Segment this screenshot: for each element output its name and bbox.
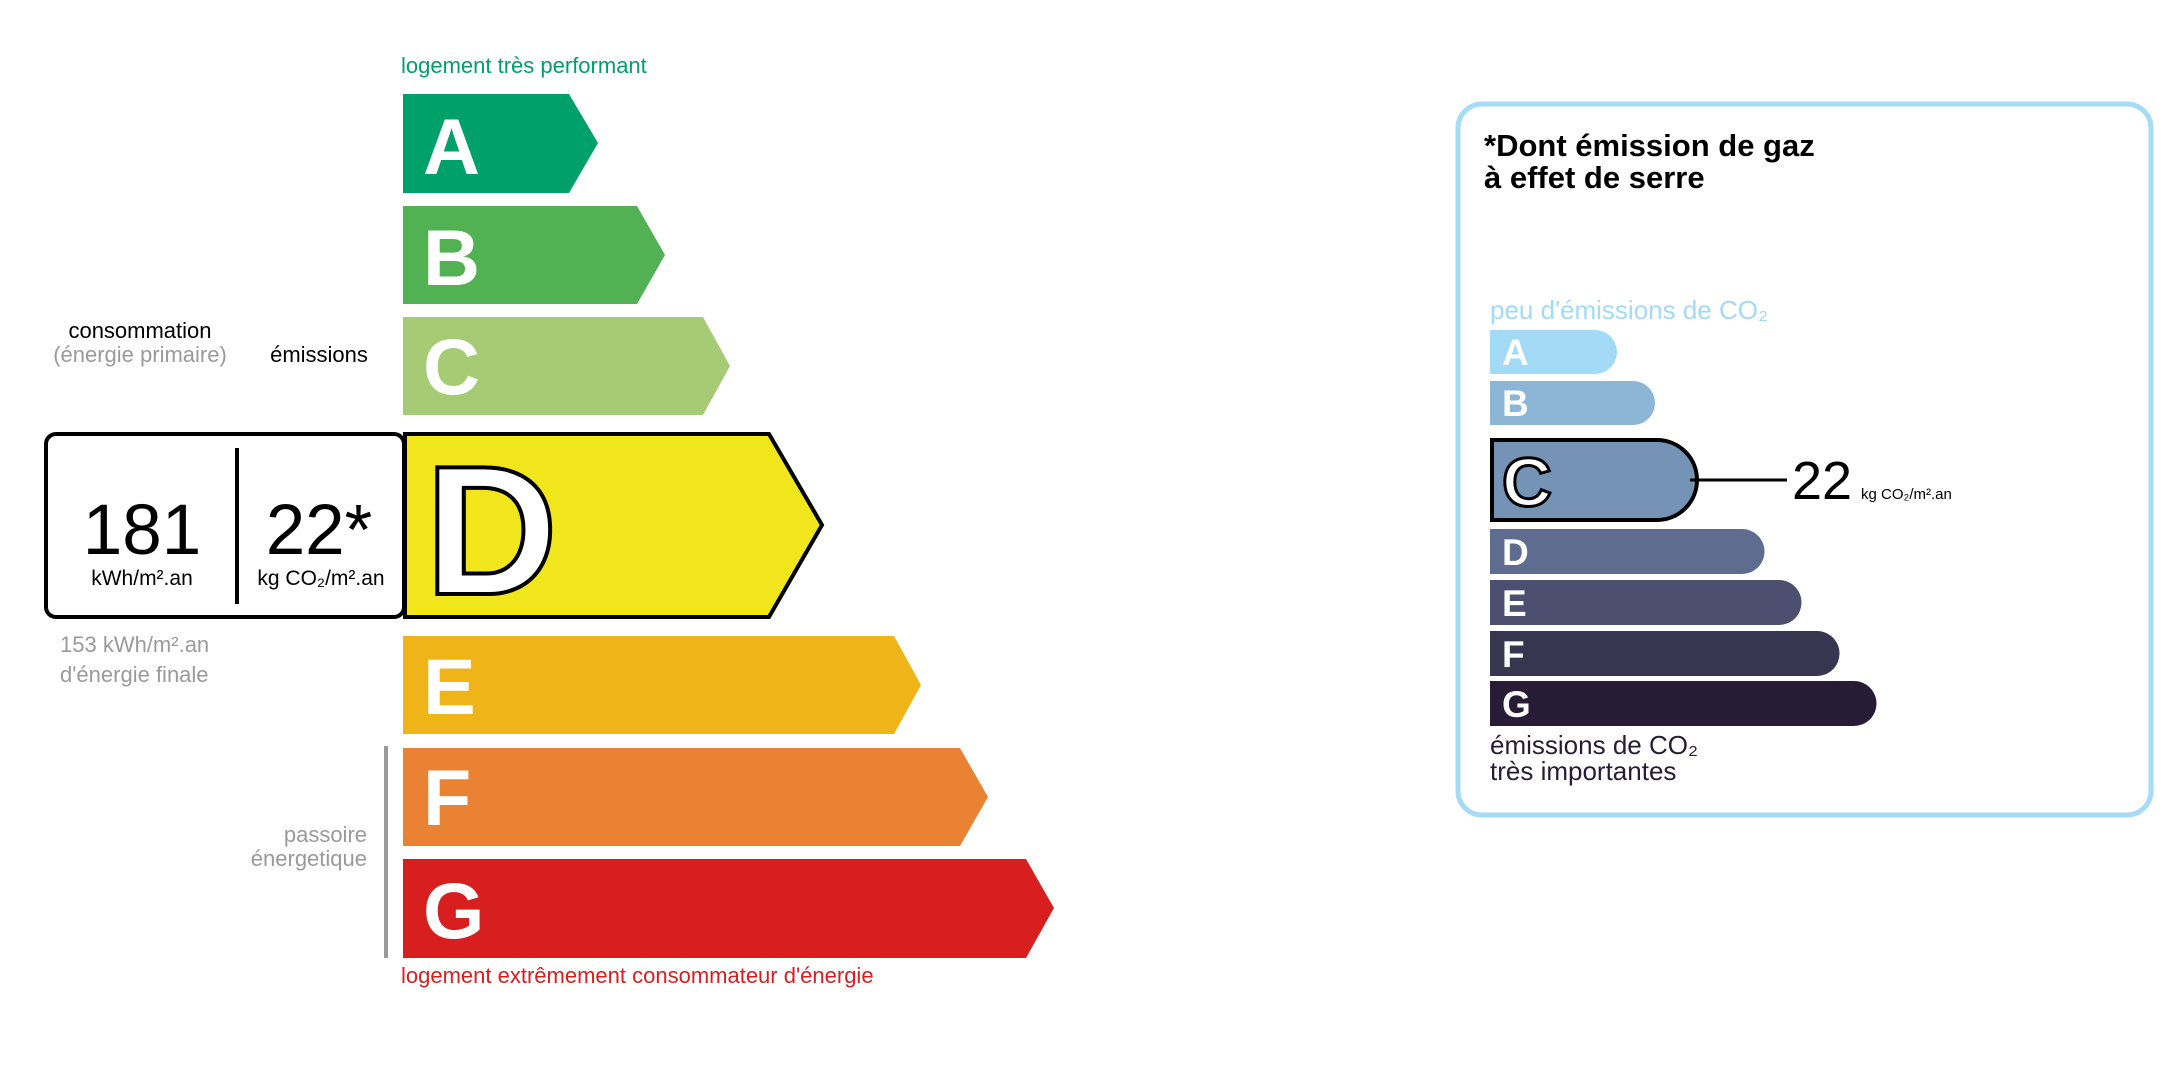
- energy-letter-g: G: [423, 866, 484, 955]
- passoire-label-line2: énergetique: [251, 846, 367, 871]
- ghg-letter-c: C: [1502, 444, 1552, 521]
- ghg-title-line2: à effet de serre: [1484, 160, 1705, 195]
- ghg-bar-b: [1490, 381, 1655, 425]
- consumption-unit: kWh/m².an: [91, 567, 193, 590]
- energy-letter-c: C: [423, 322, 480, 411]
- ghg-bottom-label-line1: émissions de CO₂: [1490, 730, 1698, 760]
- energy-letter-a: A: [423, 102, 480, 191]
- ghg-bar-d: [1490, 529, 1765, 574]
- ghg-letter-b: B: [1502, 383, 1529, 424]
- ghg-letter-e: E: [1502, 583, 1527, 624]
- energy-bar-f: [403, 748, 988, 846]
- energy-letter-d: D: [425, 427, 558, 633]
- energy-bottom-label: logement extrêmement consommateur d'éner…: [401, 963, 874, 988]
- consumption-sublabel: (énergie primaire): [53, 342, 227, 367]
- ghg-bar-g: [1490, 681, 1877, 726]
- ghg-letter-f: F: [1502, 634, 1525, 675]
- ghg-bar-a: [1490, 330, 1617, 374]
- ghg-unit: kg CO₂/m².an: [1861, 486, 1952, 503]
- emissions-unit: kg CO₂/m².an: [257, 567, 384, 590]
- passoire-label-line1: passoire: [284, 822, 367, 847]
- energy-top-label: logement très performant: [401, 53, 647, 78]
- energy-bar-b: [403, 206, 665, 304]
- consumption-value: 181: [83, 491, 201, 570]
- consumption-label: consommation: [68, 318, 211, 343]
- ghg-bar-e: [1490, 580, 1802, 625]
- energy-bar-g: [403, 859, 1054, 958]
- ghg-bottom-label-line2: très importantes: [1490, 756, 1676, 786]
- emissions-label: émissions: [270, 342, 368, 367]
- ghg-bar-c-current: [1490, 438, 1699, 522]
- energy-letter-e: E: [423, 642, 476, 731]
- energy-letter-f: F: [423, 753, 471, 842]
- ghg-letter-d: D: [1502, 532, 1529, 573]
- ghg-letter-g: G: [1502, 684, 1531, 725]
- ghg-title-line1: *Dont émission de gaz: [1484, 128, 1815, 163]
- ghg-value: 22: [1792, 451, 1852, 511]
- energy-bar-d-current: [403, 432, 825, 619]
- emissions-value: 22*: [266, 491, 373, 570]
- final-energy-label: d'énergie finale: [60, 662, 209, 687]
- energy-bar-c: [403, 317, 730, 415]
- energy-bar-a: [403, 94, 598, 193]
- ghg-top-label: peu d'émissions de CO₂: [1490, 295, 1768, 325]
- energy-bar-e: [403, 636, 921, 734]
- final-energy-value: 153 kWh/m².an: [60, 632, 209, 657]
- ghg-bar-f: [1490, 631, 1840, 676]
- energy-letter-b: B: [423, 213, 480, 302]
- ghg-letter-a: A: [1502, 332, 1529, 373]
